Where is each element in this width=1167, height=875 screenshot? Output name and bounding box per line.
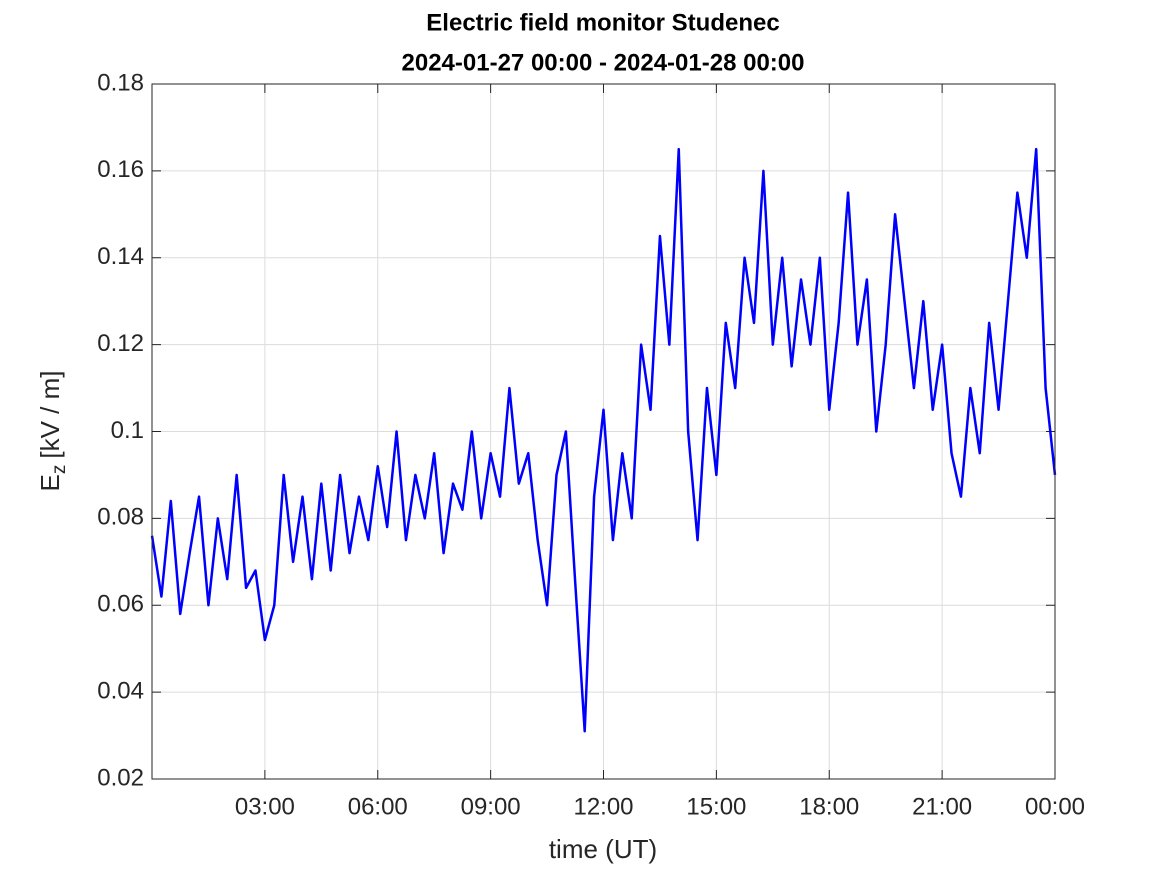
y-tick-label: 0.04 — [97, 677, 144, 704]
y-tick-label: 0.02 — [97, 764, 144, 791]
x-tick-label: 12:00 — [573, 793, 633, 820]
x-tick-label: 00:00 — [1025, 793, 1085, 820]
y-label-unit: [kV / m] — [35, 371, 65, 459]
y-label-main: E — [35, 474, 65, 491]
x-axis-label: time (UT) — [549, 834, 657, 864]
y-tick-label: 0.08 — [97, 504, 144, 531]
y-tick-label: 0.18 — [97, 69, 144, 96]
chart-subtitle: 2024-01-27 00:00 - 2024-01-28 00:00 — [402, 49, 805, 76]
y-tick-label: 0.12 — [97, 330, 144, 357]
y-tick-label: 0.16 — [97, 156, 144, 183]
y-tick-label: 0.14 — [97, 243, 144, 270]
x-tick-label: 21:00 — [912, 793, 972, 820]
y-label-subscript: z — [49, 465, 70, 475]
y-tick-label: 0.1 — [111, 417, 144, 444]
chart-title: Electric field monitor Studenec — [426, 9, 779, 36]
y-tick-label: 0.06 — [97, 591, 144, 618]
plot-frame — [151, 83, 1056, 780]
y-axis-label: Ez [kV / m] — [35, 371, 70, 492]
x-tick-label: 06:00 — [348, 793, 408, 820]
x-tick-label: 03:00 — [235, 793, 295, 820]
data-line — [150, 147, 1057, 733]
x-tick-label: 09:00 — [461, 793, 521, 820]
x-tick-label: 18:00 — [799, 793, 859, 820]
x-tick-label: 15:00 — [686, 793, 746, 820]
